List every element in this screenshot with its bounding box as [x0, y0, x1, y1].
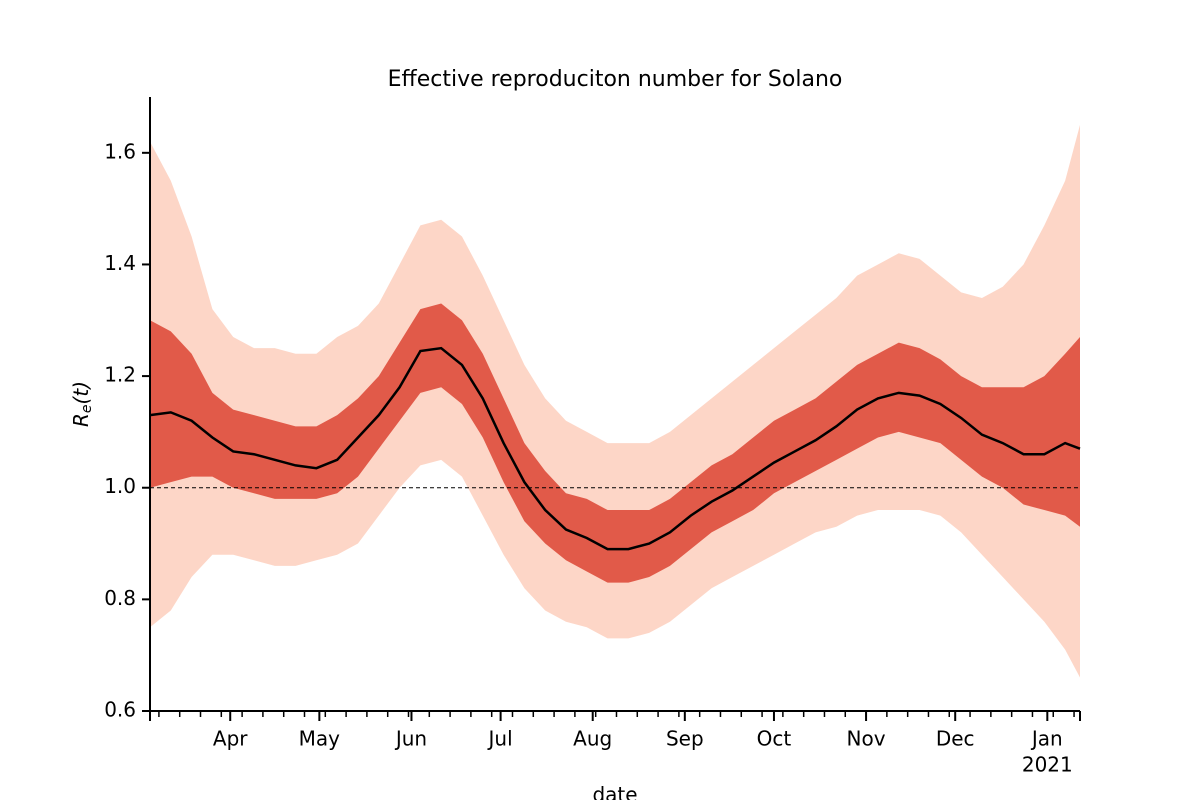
y-tick-label: 0.8 [104, 586, 136, 610]
x-tick-label: May [299, 727, 341, 751]
y-tick-label: 1.4 [104, 251, 136, 275]
x-tick-label: Apr [213, 727, 248, 751]
median-line [149, 346, 1081, 551]
y-tick-label: 0.6 [104, 698, 136, 722]
y-axis-label: Re(t) [69, 381, 96, 427]
x-tick-label: Jun [394, 727, 427, 751]
x-tick-label: Jan [1030, 727, 1063, 751]
x-tick-label: Oct [757, 727, 792, 751]
y-tick-label: 1.0 [104, 474, 136, 498]
x-tick-label: Dec [936, 727, 975, 751]
y-tick-label: 1.2 [104, 363, 136, 387]
x-tick-label: Jul [487, 727, 513, 751]
x-tick-label: Nov [847, 727, 886, 751]
y-label-rest: (t) [69, 381, 93, 404]
chart-title: Effective reproduciton number for Solano [388, 67, 843, 92]
x-tick-sublabel: 2021 [1022, 753, 1073, 777]
x-tick-label: Aug [573, 727, 612, 751]
x-axis-label: date [592, 783, 637, 800]
y-label-sub: e [79, 404, 95, 413]
y-tick-label: 1.6 [104, 139, 136, 163]
y-label-main: R [69, 413, 93, 427]
x-tick-label: Sep [666, 727, 704, 751]
interval-band [150, 303, 1080, 583]
